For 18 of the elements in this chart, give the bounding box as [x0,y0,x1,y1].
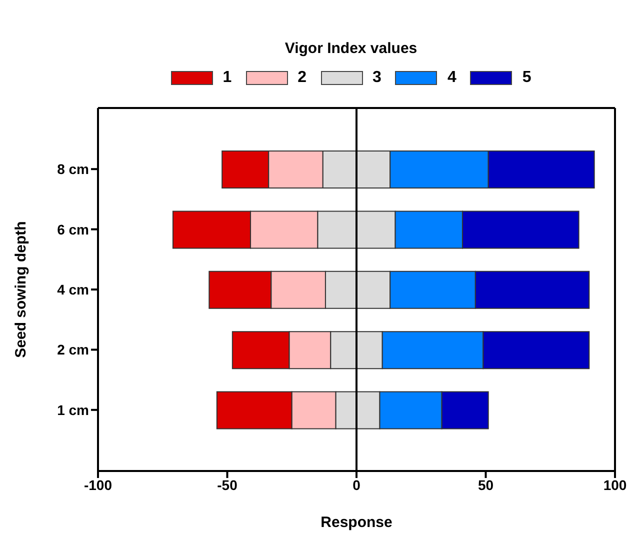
x-tick-label: 100 [603,476,627,493]
legend-label: 4 [447,69,456,87]
legend-title: Vigor Index values [284,40,418,57]
y-axis-title: Seed sowing depth [12,221,30,358]
y-tick-label: 4 cm [57,281,89,298]
y-tick-label: 1 cm [57,402,89,418]
x-axis-title: Response [320,514,392,531]
y-tick-label: 8 cm [57,161,89,178]
legend-label: 3 [372,69,382,87]
y-tick-label: 6 cm [57,221,89,238]
legend-label: 1 [222,69,232,87]
x-tick-label: -50 [217,476,238,493]
legend-label: 2 [298,69,307,87]
x-tick-label: -100 [84,476,112,493]
legend-label: 5 [522,69,532,87]
x-tick-label: 0 [352,476,361,493]
x-tick-label: 50 [478,476,494,493]
y-tick-label: 2 cm [57,342,89,358]
